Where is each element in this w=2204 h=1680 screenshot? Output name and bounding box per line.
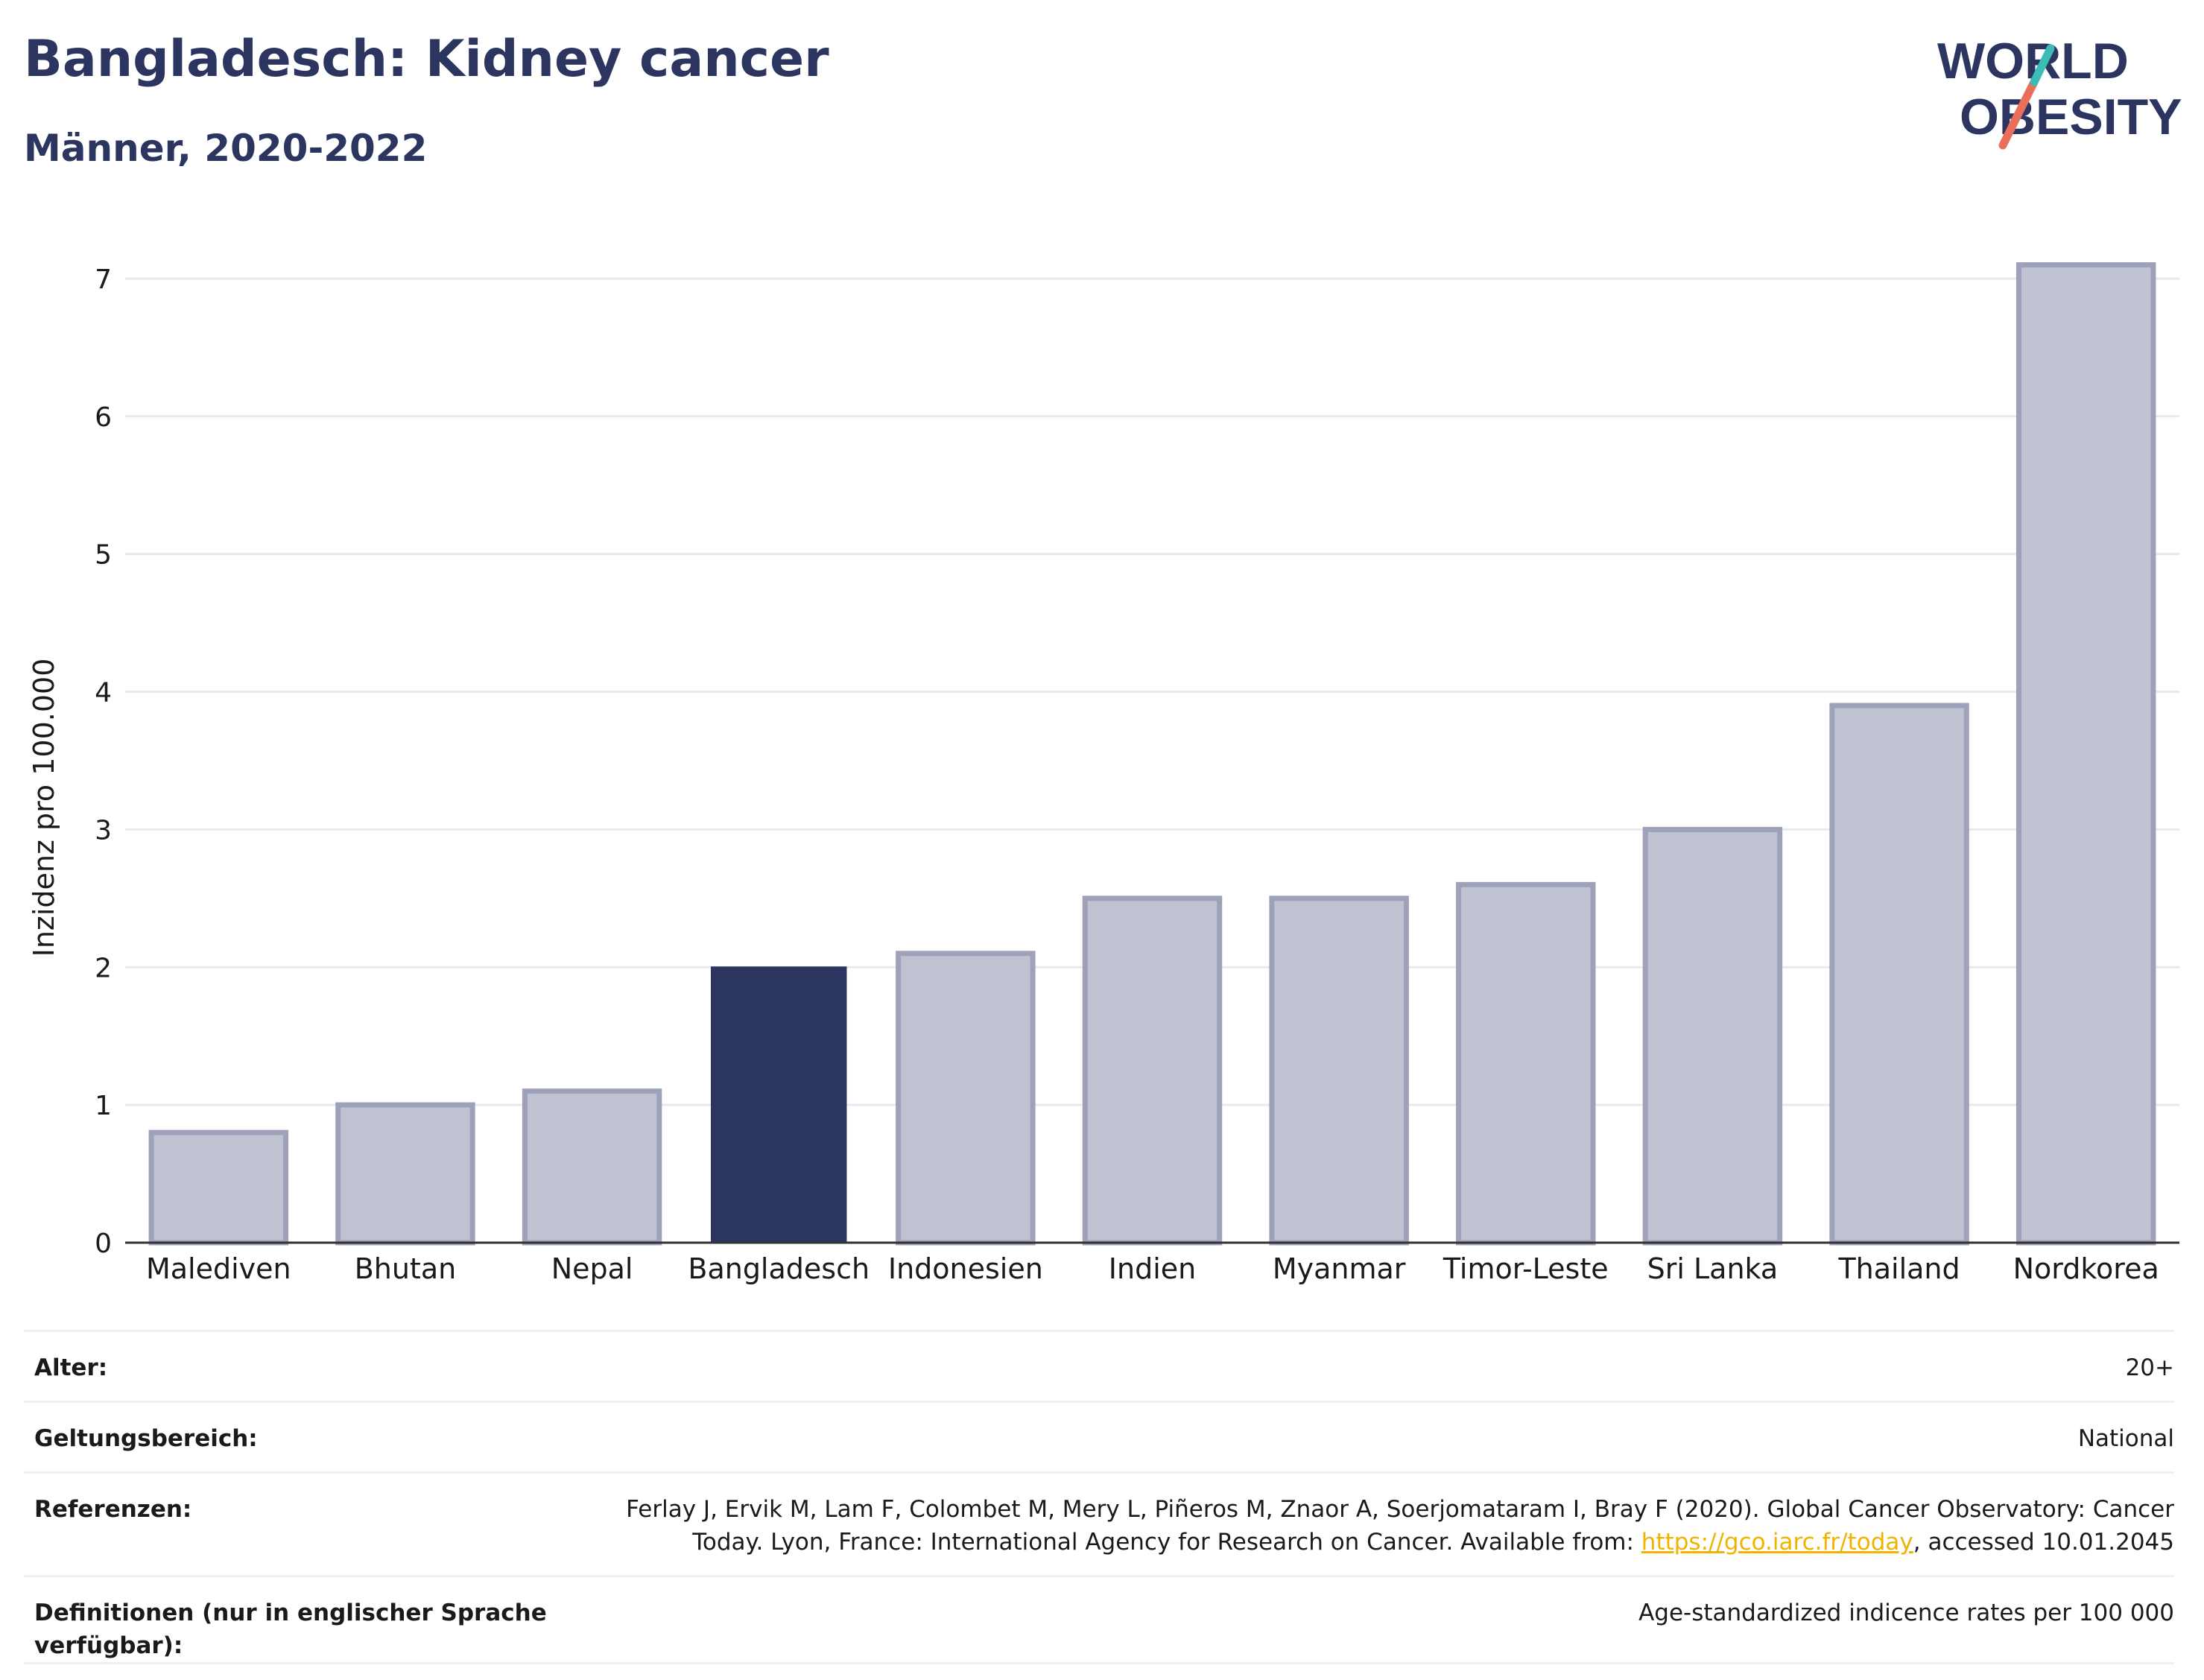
definitions-label: Definitionen (nur in englischer Sprache … <box>34 1600 547 1659</box>
info-table: Alter: 20+ Geltungsbereich: National Ref… <box>24 1330 2174 1664</box>
chart-title: Bangladesch: Kidney cancer <box>24 30 829 89</box>
bar-timor-leste[interactable] <box>1456 881 1596 1246</box>
y-tick-label: 7 <box>95 264 112 295</box>
scope-value: National <box>2077 1425 2174 1452</box>
info-row-definitions: Definitionen (nur in englischer Sprache … <box>24 1575 2174 1664</box>
scope-label: Geltungsbereich: <box>34 1425 258 1452</box>
info-row-references: Referenzen: Ferlay J, Ervik M, Lam F, Co… <box>24 1471 2174 1575</box>
x-tick-label: Myanmar <box>1273 1252 1406 1285</box>
x-tick-label: Malediven <box>146 1252 291 1285</box>
x-axis-labels: Malediven Bhutan Nepal Bangladesch Indonesie… <box>146 1252 2159 1285</box>
chart-subtitle: Männer, 2020-2022 <box>24 127 428 170</box>
bar-nordkorea[interactable] <box>2015 261 2156 1246</box>
definitions-value: Age-standardized indicence rates per 100… <box>1638 1600 2174 1626</box>
x-tick-label: Bangladesch <box>688 1252 870 1285</box>
x-tick-label: Nepal <box>551 1252 633 1285</box>
age-label: Alter: <box>34 1354 108 1381</box>
x-tick-label: Thailand <box>1837 1252 1960 1285</box>
y-tick-label: 5 <box>95 540 112 571</box>
y-tick-label: 6 <box>95 402 112 433</box>
bars <box>148 261 2156 1246</box>
references-label: Referenzen: <box>34 1496 192 1523</box>
world-obesity-logo: WORLD OBESITY <box>1937 33 2182 150</box>
logo-line2: OBESITY <box>1960 89 2182 145</box>
references-suffix: , accessed 10.01.2045 <box>1913 1529 2174 1556</box>
x-tick-label: Bhutan <box>355 1252 457 1285</box>
references-text: Ferlay J, Ervik M, Lam F, Colombet M, Me… <box>626 1496 2174 1556</box>
references-value: Ferlay J, Ervik M, Lam F, Colombet M, Me… <box>580 1474 2174 1575</box>
bar-bangladesch[interactable] <box>710 966 847 1243</box>
y-tick-label: 3 <box>95 815 112 846</box>
logo-slash-teal <box>2030 44 2055 86</box>
info-row-age: Alter: 20+ <box>24 1330 2174 1401</box>
bar-nepal[interactable] <box>522 1088 662 1246</box>
info-row-scope: Geltungsbereich: National <box>24 1401 2174 1471</box>
y-tick-label: 0 <box>95 1229 112 1259</box>
logo-slash-red <box>1998 77 2039 150</box>
bar-malediven[interactable] <box>148 1129 289 1246</box>
x-tick-label: Sri Lanka <box>1647 1252 1779 1285</box>
x-tick-label: Indien <box>1109 1252 1196 1285</box>
x-tick-label: Timor-Leste <box>1443 1252 1609 1285</box>
bar-sri-lanka[interactable] <box>1642 826 1783 1246</box>
y-axis-label: Inzidenz pro 100.000 <box>28 659 60 957</box>
y-tick-label: 4 <box>95 678 112 709</box>
y-tick-label: 2 <box>95 953 112 983</box>
bar-bhutan[interactable] <box>335 1102 475 1246</box>
y-axis-ticks: 0 1 2 3 4 5 6 7 <box>95 264 112 1259</box>
age-value: 20+ <box>2125 1354 2174 1381</box>
y-tick-label: 1 <box>95 1091 112 1121</box>
references-link[interactable]: https://gco.iarc.fr/today <box>1641 1529 1913 1556</box>
bar-chart: 0 1 2 3 4 5 6 7 Malediven Bhutan Nepal Bangladesch… <box>28 261 2179 1285</box>
x-tick-label: Indonesien <box>888 1252 1043 1285</box>
x-tick-label: Nordkorea <box>2013 1252 2159 1285</box>
bar-myanmar[interactable] <box>1269 896 1409 1246</box>
bar-indien[interactable] <box>1082 896 1223 1246</box>
bar-thailand[interactable] <box>1829 703 1969 1246</box>
bar-indonesien[interactable] <box>896 951 1036 1246</box>
